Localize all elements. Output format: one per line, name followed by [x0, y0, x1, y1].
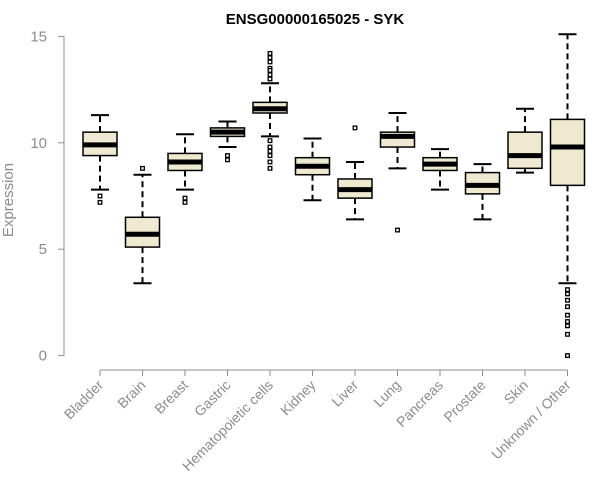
outlier-point	[267, 76, 273, 82]
y-axis-label: Expression	[0, 163, 17, 237]
box-breast	[167, 133, 203, 205]
x-category-label: Lung	[370, 377, 403, 410]
y-tick-label: 0	[39, 348, 47, 365]
chart-title: ENSG00000165025 - SYK	[226, 11, 405, 28]
outlier-point	[182, 195, 188, 201]
y-axis: 0 5 10 15	[30, 28, 65, 365]
outlier-point	[565, 312, 570, 318]
y-tick-label: 5	[39, 241, 47, 258]
box-hematopoietic-cells	[252, 50, 288, 171]
box-prostate	[464, 163, 501, 221]
outlier-point	[267, 50, 273, 56]
x-category-label: Liver	[328, 377, 361, 410]
outlier-point	[565, 323, 570, 329]
outlier-point	[267, 59, 273, 65]
outlier-point	[565, 331, 570, 337]
box-brain	[124, 165, 161, 285]
x-category-label: Prostate	[440, 377, 488, 425]
x-category-label: Breast	[151, 377, 191, 417]
x-category-label: Bladder	[61, 377, 107, 423]
x-category-label: Unknown / Other	[488, 377, 574, 463]
outlier-point	[267, 144, 273, 150]
x-category-label: Kidney	[277, 377, 319, 419]
x-category-label: Pancreas	[393, 377, 446, 430]
y-tick-label: 15	[30, 28, 47, 45]
outlier-point	[565, 297, 570, 303]
box-bladder	[82, 114, 118, 205]
outlier-point	[182, 199, 188, 205]
x-category-label: Skin	[501, 377, 532, 408]
iqr-box	[549, 118, 586, 187]
box-liver	[337, 125, 373, 221]
outlier-point	[565, 319, 570, 325]
outlier-point	[97, 199, 103, 205]
box-skin	[507, 107, 543, 174]
boxes-group	[82, 33, 586, 359]
box-pancreas	[422, 148, 458, 191]
iqr-box	[507, 131, 543, 170]
box-lung	[379, 112, 416, 233]
outlier-point	[97, 193, 103, 199]
outlier-point	[352, 125, 358, 131]
outlier-point	[565, 304, 570, 310]
outlier-point	[267, 138, 273, 144]
outlier-point	[267, 55, 273, 61]
x-category-label: Brain	[114, 377, 148, 411]
outlier-point	[267, 153, 273, 159]
outlier-point	[225, 153, 230, 159]
outlier-point	[565, 291, 570, 297]
outlier-point	[267, 148, 273, 154]
outlier-point	[565, 287, 570, 293]
outlier-point	[267, 67, 273, 73]
outlier-point	[140, 165, 145, 171]
outlier-point	[267, 165, 273, 171]
box-unknown-other	[549, 33, 586, 359]
box-kidney	[294, 137, 331, 202]
y-tick-label: 10	[30, 135, 47, 152]
outlier-point	[565, 353, 570, 359]
outlier-point	[395, 227, 400, 233]
outlier-point	[267, 159, 273, 165]
outlier-point	[267, 72, 273, 78]
outlier-point	[225, 157, 230, 163]
box-gastric	[209, 120, 246, 163]
